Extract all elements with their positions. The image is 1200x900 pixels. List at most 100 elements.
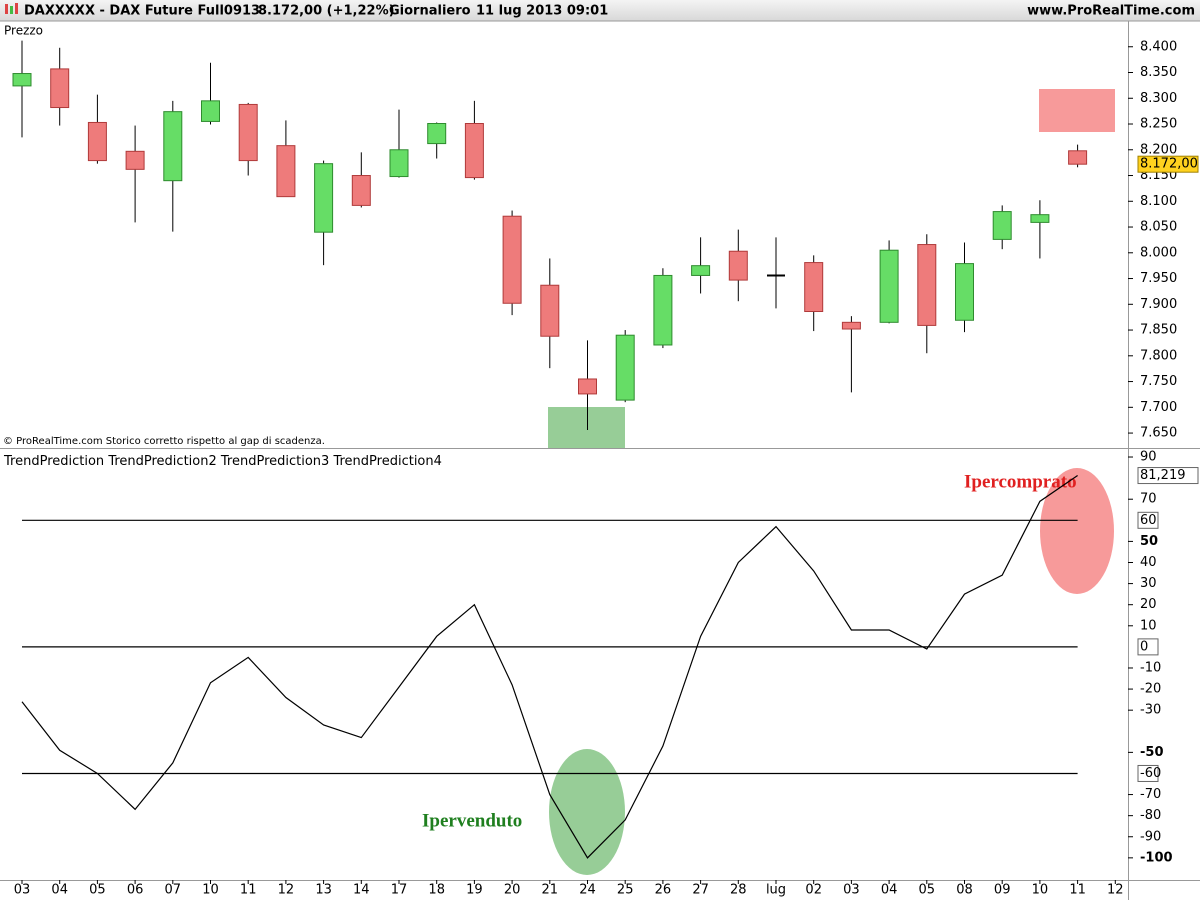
x-tick-label: 25 [617, 883, 634, 898]
y-tick-label: -50 [1140, 745, 1164, 760]
legend-entry: TrendPrediction [3, 454, 104, 469]
candle-body [728, 250, 748, 281]
last-value-box [1137, 467, 1199, 485]
candle-body [841, 321, 861, 330]
last-price-label: 8.172,00 [1140, 157, 1198, 172]
copyright-note: © ProRealTime.com Storico corretto rispe… [3, 436, 325, 447]
x-tick-label: 03 [14, 883, 31, 898]
level-box [1137, 764, 1159, 782]
y-tick-label: 90 [1140, 450, 1157, 465]
y-tick-label: 7.750 [1140, 374, 1177, 389]
y-tick-label: 30 [1140, 576, 1157, 591]
x-tick-label: 20 [504, 883, 521, 898]
legend-entry: TrendPrediction3 [220, 454, 329, 469]
x-tick-label: 27 [692, 883, 709, 898]
y-tick-label: 7.950 [1140, 271, 1177, 286]
overbought-ellipse [1040, 468, 1114, 594]
y-tick-label: 10 [1140, 618, 1157, 633]
pane-label: Prezzo [4, 24, 43, 38]
y-tick-label: 40 [1140, 555, 1157, 570]
legend: TrendPrediction TrendPrediction2 TrendPr… [3, 454, 442, 469]
candle-body [578, 378, 597, 395]
y-tick-label: -100 [1140, 850, 1173, 865]
candle-body [691, 265, 711, 276]
oversold-ellipse [549, 749, 625, 875]
x-tick-label: 05 [919, 883, 936, 898]
candle-body [238, 103, 258, 162]
x-tick-label: 04 [51, 883, 68, 898]
x-tick-label: 24 [579, 883, 596, 898]
x-tick-label: 10 [202, 883, 219, 898]
series-line [21, 475, 1078, 859]
candle-body [87, 121, 107, 162]
candle-body [879, 249, 899, 323]
x-tick-label: 18 [428, 883, 445, 898]
candle-body [464, 123, 484, 179]
x-tick-label: 14 [353, 883, 370, 898]
x-tick-label: 11 [240, 883, 257, 898]
chart-icon [5, 3, 18, 14]
candle-body [804, 262, 824, 313]
y-tick-label: 8.000 [1140, 245, 1177, 260]
candle-body [314, 163, 334, 233]
x-tick-label: 21 [542, 883, 559, 898]
level-label: 0 [1140, 639, 1148, 654]
y-tick-label: 7.900 [1140, 297, 1177, 312]
header-text: Giornaliero [389, 4, 471, 19]
overbought-zone [1039, 89, 1115, 132]
x-tick-label: 10 [1032, 883, 1049, 898]
x-tick-label: 08 [956, 883, 973, 898]
y-tick-label: 7.650 [1140, 426, 1177, 441]
legend-entry: TrendPrediction2 [107, 454, 216, 469]
candle-body [125, 150, 145, 170]
y-tick-label: 8.300 [1140, 91, 1177, 106]
x-tick-label: 28 [730, 883, 747, 898]
y-tick-label: -90 [1140, 829, 1161, 844]
site-url: www.ProRealTime.com [1027, 4, 1195, 19]
candle-body [992, 211, 1012, 240]
y-tick-label: -10 [1140, 660, 1161, 675]
x-tick-label: 03 [843, 883, 860, 898]
x-tick-label: lug [766, 883, 786, 898]
x-tick-label: 12 [278, 883, 295, 898]
legend-entry: TrendPrediction4 [332, 454, 441, 469]
last-value-label: 81,219 [1140, 468, 1186, 483]
level-label: -60 [1140, 766, 1161, 781]
y-tick-label: 70 [1140, 492, 1157, 507]
level-box [1137, 638, 1159, 656]
x-tick-label: 05 [89, 883, 106, 898]
level-box [1137, 511, 1159, 529]
y-tick-label: 8.350 [1140, 65, 1177, 80]
x-tick-label: 07 [165, 883, 182, 898]
candle-body [1068, 150, 1088, 165]
x-tick-label: 06 [127, 883, 144, 898]
header-text: 11 lug 2013 09:01 [476, 4, 608, 19]
last-price-box [1137, 155, 1199, 173]
candle-body [540, 284, 560, 337]
x-tick-label: 11 [1069, 883, 1086, 898]
candle-body [502, 215, 522, 304]
y-tick-label: -20 [1140, 682, 1161, 697]
y-tick-label: -70 [1140, 787, 1161, 802]
candle-body [917, 244, 937, 326]
candle-body [955, 263, 974, 321]
candle-body [653, 274, 673, 346]
candle-body [50, 68, 70, 109]
y-tick-label: -80 [1140, 808, 1161, 823]
candle-body [1030, 214, 1050, 223]
x-tick-label: 04 [881, 883, 898, 898]
annotation: Ipervenduto [422, 810, 522, 831]
x-tick-label: 09 [994, 883, 1011, 898]
candle-body [351, 175, 371, 206]
x-tick-label: 19 [466, 883, 483, 898]
candle-body [12, 73, 32, 87]
x-tick-label: 12 [1107, 883, 1124, 898]
y-tick-label: 50 [1140, 534, 1158, 549]
y-tick-label: 8.200 [1140, 142, 1177, 157]
x-tick-label: 17 [391, 883, 408, 898]
y-tick-label: 8.100 [1140, 194, 1177, 209]
y-tick-label: 8.050 [1140, 220, 1177, 235]
level-label: 60 [1140, 513, 1157, 528]
